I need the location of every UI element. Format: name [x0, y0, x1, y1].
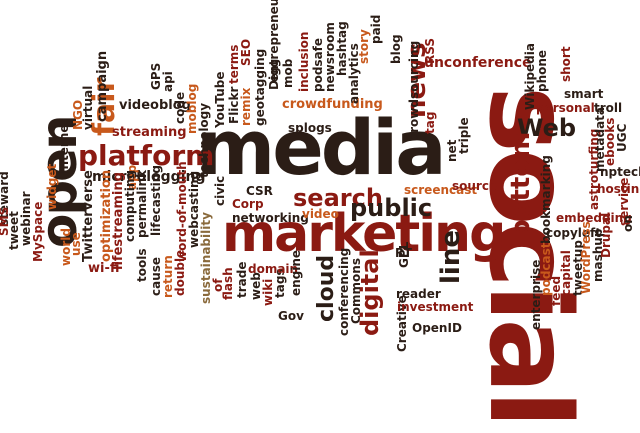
word-of: of: [211, 278, 225, 292]
word-troll: troll: [594, 101, 623, 115]
word-line: line: [436, 230, 466, 284]
word-streaming: streaming: [112, 125, 187, 140]
word-Twitterverse: Twitterverse: [81, 170, 96, 262]
word-geotagging: geotagging: [253, 48, 267, 126]
word-search: search: [293, 184, 383, 212]
word-CSR: CSR: [246, 184, 273, 198]
word-engine: engine: [289, 249, 303, 296]
word-mob: mob: [281, 58, 295, 88]
word-Gov: Gov: [278, 309, 304, 323]
word-media: media: [196, 103, 446, 192]
word-tag: tag: [423, 111, 437, 134]
word-on: on: [621, 215, 635, 232]
word-metadata: metadata: [593, 107, 607, 172]
word-RT: RT: [395, 246, 412, 260]
word-crowdsourcing: crowdsourcing: [407, 40, 421, 140]
word-trade: trade: [235, 261, 249, 298]
word-paid: paid: [369, 14, 383, 44]
word-RSS: RSS: [423, 38, 437, 64]
word-videoblog: videoblog: [119, 98, 191, 113]
word-public: public: [350, 194, 433, 222]
word-Commons: Commons: [349, 258, 363, 324]
word-YouTube: YouTube: [213, 71, 227, 128]
word-source: source: [452, 179, 498, 193]
word-triple: triple: [457, 117, 471, 154]
word-platform: platform: [78, 139, 215, 172]
word-unconference: unconference: [424, 55, 532, 71]
word-blog: blog: [389, 34, 403, 64]
word-GPL: GPL: [397, 241, 411, 268]
word-bottom: bottom: [506, 131, 536, 238]
word-reader: reader: [396, 287, 441, 301]
word-microblogging: microblogging: [92, 169, 206, 185]
word-entrepreneurship: entrepreneurship: [267, 0, 281, 82]
word-api: api: [161, 71, 175, 92]
word-video: video: [302, 207, 339, 221]
word-MySpace: MySpace: [31, 201, 45, 262]
word-widget: widget: [45, 163, 59, 210]
word-personal: personal: [536, 101, 595, 115]
word-inclusion: inclusion: [297, 31, 311, 92]
word-use: use: [69, 232, 83, 256]
word-screencast: screencast: [404, 183, 478, 197]
word-SEO: SEO: [239, 38, 253, 66]
word-cloud: cloud: [314, 254, 339, 322]
word-NGO: NGO: [71, 99, 85, 130]
word-hosting: hosting: [597, 182, 640, 196]
word-SMS: SMS: [0, 206, 11, 236]
word-permalink: permalink: [135, 170, 149, 238]
word-investment: investment: [397, 300, 474, 314]
word-technology: technology: [197, 102, 211, 178]
word-nptech: nptech: [600, 165, 640, 179]
word-copyleft: copyleft: [546, 226, 601, 240]
word-UGC: UGC: [615, 123, 629, 152]
word-Drupal: Drupal: [599, 212, 613, 258]
word-crowdfunding: crowdfunding: [282, 97, 383, 112]
word-phone: phone: [535, 49, 549, 92]
word-OpenID: OpenID: [412, 321, 462, 335]
word-splogs: splogs: [288, 121, 332, 135]
word-remix: remix: [239, 87, 253, 126]
word-wi-fi: wi-fi: [88, 261, 120, 276]
word-short: short: [559, 46, 573, 82]
word-marketing: marketing: [222, 204, 506, 264]
word-webinar: webinar: [19, 191, 33, 247]
word-Corp: Corp: [232, 197, 264, 211]
word-campaign: campaign: [95, 50, 110, 122]
word-Internet: Internet: [57, 118, 71, 174]
word-civic: civic: [213, 175, 227, 206]
word-tools: tools: [135, 248, 149, 282]
word-web: web: [249, 272, 263, 300]
word-Web: Web: [517, 114, 577, 142]
word-embedding: embedding: [556, 211, 632, 225]
word-domain: domain: [248, 262, 299, 276]
word-networking: networking: [232, 211, 309, 225]
word-smart: smart: [564, 87, 604, 101]
word-lifecasting: lifecasting: [149, 165, 163, 236]
